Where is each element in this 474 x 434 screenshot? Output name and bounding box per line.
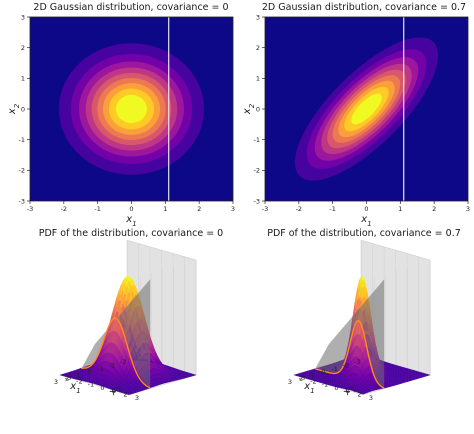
y-axis-label: x2 — [7, 103, 21, 115]
x-tick-label: -2 — [61, 205, 67, 213]
x-axis-label: x1 — [125, 214, 136, 228]
x-tick-label: -3 — [354, 358, 360, 366]
x-tick-label: -3 — [27, 205, 33, 213]
y-tick-label: 0 — [334, 384, 338, 392]
y-tick-label: -1 — [19, 136, 25, 144]
x-tick-label: -1 — [97, 365, 103, 373]
panel-title-contour-cov07: 2D Gaussian distribution, covariance = 0… — [262, 2, 466, 13]
y-tick-label: 1 — [21, 75, 25, 83]
y-tick-label: -2 — [310, 377, 316, 385]
y-tick-label: -1 — [254, 136, 260, 144]
x-tick-label: 1 — [76, 371, 80, 379]
y-tick-label: -2 — [254, 167, 260, 175]
x-tick-label: -2 — [109, 362, 115, 370]
contour-panel — [30, 17, 233, 201]
y-tick-label: -3 — [19, 197, 25, 205]
y-tick-label: 3 — [369, 394, 373, 402]
x-tick-label: 2 — [65, 375, 69, 383]
x-tick-label: 3 — [231, 205, 235, 213]
y-tick-label: -3 — [254, 197, 260, 205]
y-tick-label: -3 — [299, 374, 305, 382]
y-tick-label: 1 — [256, 75, 260, 83]
x-tick-label: 0 — [129, 205, 133, 213]
x-tick-label: 1 — [163, 205, 167, 213]
x-tick-label: -2 — [343, 362, 349, 370]
x-tick-label: 1 — [310, 371, 314, 379]
conditional-curve — [81, 317, 151, 389]
x-tick-label: -1 — [94, 205, 100, 213]
y-tick-label: -3 — [65, 374, 71, 382]
conditional-curve — [314, 319, 385, 389]
panel-title-surface-cov07: PDF of the distribution, covariance = 0.… — [267, 228, 461, 239]
y-tick-label: 3 — [256, 13, 260, 21]
y-tick-label: 3 — [135, 394, 139, 402]
y-tick-label: -2 — [76, 377, 82, 385]
y-tick-label: 1 — [346, 387, 350, 395]
x-tick-label: -1 — [331, 365, 337, 373]
y-tick-label: 2 — [357, 391, 361, 399]
y-tick-label: -1 — [322, 381, 328, 389]
y-tick-label: 2 — [256, 44, 260, 52]
x-tick-label: 3 — [288, 378, 292, 386]
x-tick-label: -1 — [329, 205, 335, 213]
x-tick-label: 1 — [398, 205, 402, 213]
y-tick-label: -2 — [19, 167, 25, 175]
x-tick-label: 0 — [364, 205, 368, 213]
x-axis-label: x1 — [69, 381, 80, 395]
y-tick-label: -1 — [88, 381, 94, 389]
y-tick-label: 2 — [123, 391, 127, 399]
contour-level — [351, 93, 382, 125]
x-tick-label: -3 — [262, 205, 268, 213]
y-tick-label: 0 — [256, 105, 260, 113]
x-tick-label: -2 — [296, 205, 302, 213]
x-tick-label: 0 — [87, 368, 91, 376]
x-tick-label: 3 — [466, 205, 470, 213]
y-tick-label: 0 — [21, 105, 25, 113]
x-tick-label: 2 — [197, 205, 201, 213]
contour-panel — [265, 17, 468, 201]
x-tick-label: -3 — [120, 358, 126, 366]
y-tick-label: 3 — [21, 13, 25, 21]
x-tick-label: 2 — [299, 375, 303, 383]
y-axis-label: x2 — [242, 103, 256, 115]
surface-facet — [59, 374, 65, 376]
x-tick-label: 3 — [54, 378, 58, 386]
panel-title-contour-cov0: 2D Gaussian distribution, covariance = 0 — [33, 2, 228, 13]
y-tick-label: 2 — [21, 44, 25, 52]
x-tick-label: 0 — [321, 368, 325, 376]
x-axis-label: x1 — [303, 381, 314, 395]
surface-facet — [293, 374, 299, 376]
y-tick-label: 1 — [112, 387, 116, 395]
x-tick-label: 2 — [432, 205, 436, 213]
x-axis-label: x1 — [360, 214, 371, 228]
contour-level — [115, 94, 148, 124]
panel-title-surface-cov0: PDF of the distribution, covariance = 0 — [39, 228, 223, 239]
y-tick-label: 0 — [100, 384, 104, 392]
